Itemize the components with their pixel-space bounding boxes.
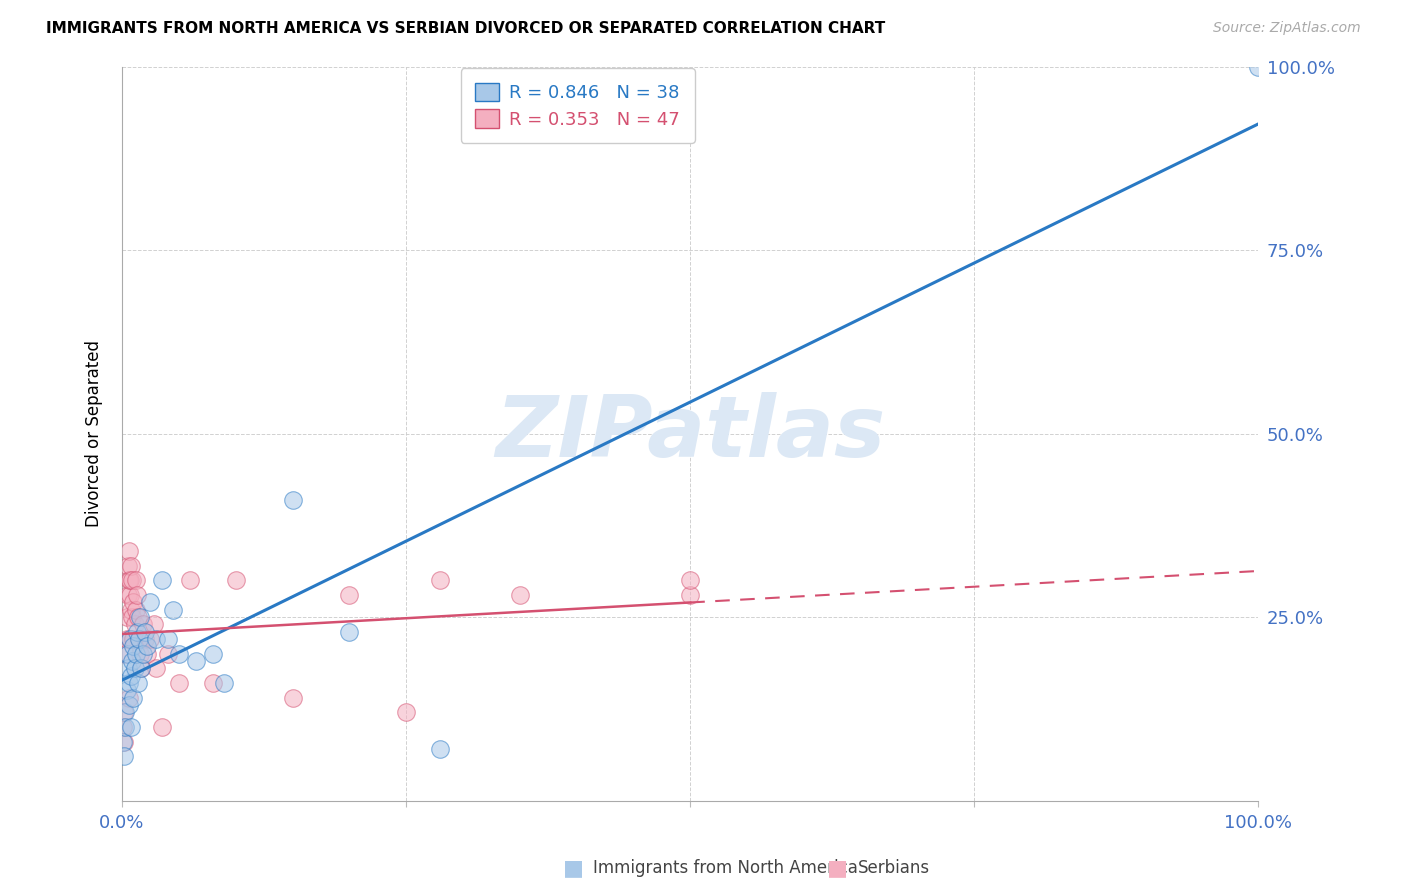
Point (125, 603, 148, 617)
Point (125, 647, 148, 661)
Text: ■: ■ (828, 858, 848, 878)
Point (112, 706, 135, 720)
Point (679, 588, 702, 602)
Point (150, 720, 173, 734)
Point (115, 683, 138, 698)
Point (122, 640, 145, 654)
Point (114, 706, 136, 720)
Point (128, 632, 150, 646)
Point (281, 690, 304, 705)
Point (112, 735, 135, 749)
Point (281, 492, 304, 507)
Point (136, 647, 159, 661)
Point (122, 632, 145, 646)
Point (114, 720, 136, 734)
Point (118, 588, 141, 602)
Point (121, 654, 143, 668)
Point (337, 624, 360, 639)
Point (142, 617, 165, 632)
Point (112, 749, 135, 764)
Legend: R = 0.846   N = 38, R = 0.353   N = 47: R = 0.846 N = 38, R = 0.353 N = 47 (461, 69, 695, 143)
Y-axis label: Divorced or Separated: Divorced or Separated (86, 340, 103, 527)
Point (118, 690, 141, 705)
Point (156, 632, 179, 646)
Point (156, 647, 179, 661)
Point (120, 558, 142, 573)
Point (121, 574, 143, 588)
Point (131, 647, 153, 661)
Point (118, 632, 141, 646)
Point (225, 574, 247, 588)
Point (136, 640, 159, 654)
Point (337, 588, 360, 602)
Point (117, 588, 139, 602)
Point (150, 574, 173, 588)
Point (122, 595, 145, 609)
Point (679, 574, 702, 588)
Point (112, 735, 135, 749)
Point (120, 669, 142, 683)
Point (139, 595, 162, 609)
Text: Immigrants from North America: Immigrants from North America (593, 859, 858, 877)
Point (118, 698, 141, 712)
Point (125, 624, 148, 639)
Point (134, 632, 156, 646)
Point (162, 603, 184, 617)
Point (131, 617, 153, 632)
Point (128, 632, 150, 646)
Point (120, 603, 142, 617)
Point (167, 676, 190, 690)
Point (167, 647, 190, 661)
Point (124, 617, 146, 632)
Point (145, 632, 167, 646)
Point (120, 720, 142, 734)
Point (115, 632, 138, 646)
Point (125, 574, 148, 588)
Text: ZIPatlas: ZIPatlas (495, 392, 886, 475)
Point (145, 661, 167, 675)
Point (184, 654, 207, 668)
Point (129, 610, 152, 624)
Point (112, 720, 135, 734)
Point (117, 558, 139, 573)
Point (214, 676, 236, 690)
Point (429, 742, 451, 756)
Point (118, 544, 141, 558)
Point (131, 661, 153, 675)
Point (131, 661, 153, 675)
Point (121, 610, 143, 624)
Point (117, 647, 139, 661)
Point (429, 574, 451, 588)
Point (118, 574, 141, 588)
Point (134, 624, 156, 639)
Point (179, 574, 201, 588)
Point (124, 661, 146, 675)
Text: Source: ZipAtlas.com: Source: ZipAtlas.com (1213, 21, 1361, 35)
Text: Serbians: Serbians (858, 859, 929, 877)
Point (509, 588, 531, 602)
Point (127, 610, 149, 624)
Point (122, 690, 145, 705)
Point (114, 647, 136, 661)
Point (201, 676, 224, 690)
Point (129, 647, 152, 661)
Point (115, 610, 138, 624)
Point (118, 574, 141, 588)
Text: IMMIGRANTS FROM NORTH AMERICA VS SERBIAN DIVORCED OR SEPARATED CORRELATION CHART: IMMIGRANTS FROM NORTH AMERICA VS SERBIAN… (46, 21, 886, 36)
Point (117, 661, 139, 675)
Point (395, 706, 418, 720)
Point (201, 647, 224, 661)
Point (1247, 60, 1270, 74)
Point (139, 632, 162, 646)
Point (118, 676, 141, 690)
Point (125, 588, 148, 602)
Point (118, 632, 141, 646)
Text: ■: ■ (564, 858, 583, 878)
Point (127, 676, 149, 690)
